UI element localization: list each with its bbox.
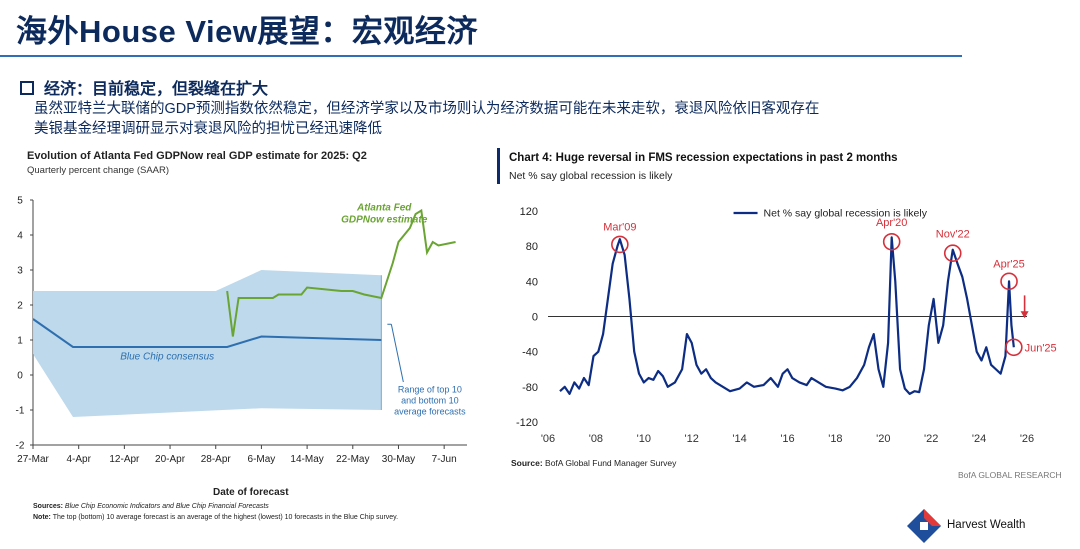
range-annotation: and bottom 10 <box>401 396 459 406</box>
x-tick-label: '08 <box>589 433 603 445</box>
gdpnow-annotation: Atlanta Fed <box>356 203 412 214</box>
left-chart-note: Note: The top (bottom) 10 average foreca… <box>33 513 463 522</box>
note-label: Note: <box>33 514 51 521</box>
harvest-wealth-logo-icon <box>907 509 941 543</box>
section-heading-text: 经济：目前稳定，但裂缝在扩大 <box>44 81 269 98</box>
trough-label-jun25: Jun'25 <box>1025 343 1057 355</box>
y-tick-label: -120 <box>516 417 538 429</box>
right-chart-source: Source: BofA Global Fund Manager Survey <box>511 458 676 468</box>
y-tick-label: 0 <box>17 371 23 382</box>
x-tick-label: 28-Apr <box>201 454 232 465</box>
x-tick-label: 30-May <box>382 454 415 465</box>
blue-chip-series-line <box>32 318 382 348</box>
y-tick-label: 40 <box>526 276 538 288</box>
y-tick-label: 3 <box>17 266 23 277</box>
y-tick-label: 1 <box>17 336 23 347</box>
peak-circle-nov22 <box>943 244 962 263</box>
right-chart-title: Chart 4: Huge reversal in FMS recession … <box>509 152 898 164</box>
source-label: Source: <box>511 458 543 468</box>
legend-label: Net % say global recession is likely <box>764 208 928 220</box>
x-tick-label: '18 <box>828 433 842 445</box>
x-tick-label: 27-Mar <box>17 454 49 465</box>
y-tick-label: -1 <box>16 406 25 417</box>
sources-label: Sources: <box>33 503 63 510</box>
x-tick-label: 20-Apr <box>155 454 186 465</box>
square-bullet-icon <box>20 81 34 95</box>
y-tick-label: 5 <box>17 196 23 207</box>
gdpnow-annotation: GDPNow estimate <box>341 215 428 226</box>
left-chart-subtitle: Quarterly percent change (SAAR) <box>27 165 170 176</box>
x-tick-label: 22-May <box>336 454 369 465</box>
x-tick-label: '26 <box>1020 433 1034 445</box>
page-title: 海外House View展望：宏观经济 <box>16 14 478 49</box>
left-chart: -2 -1 0 1 2 3 4 5 27-Mar 4-Apr 12-Apr 20-Apr 28-Apr 6… <box>16 196 467 465</box>
y-tick-label: -80 <box>522 382 538 394</box>
x-tick-label: 12-Apr <box>109 454 140 465</box>
trough-circle-jun25 <box>1005 338 1023 357</box>
body-line-2: 美银基金经理调研显示对衰退风险的担忧已经迅速降低 <box>34 121 382 137</box>
recession-series-line <box>559 236 1015 395</box>
range-pointer-line <box>390 324 404 383</box>
x-tick-label: '16 <box>780 433 794 445</box>
research-credit: BofA GLOBAL RESEARCH <box>958 470 1062 480</box>
range-annotation: average forecasts <box>394 407 466 417</box>
source-text: BofA Global Fund Manager Survey <box>545 458 677 468</box>
left-chart-xlabel: Date of forecast <box>213 487 289 498</box>
range-annotation: Range of top 10 <box>398 385 462 395</box>
peak-circle-apr25 <box>1000 272 1018 291</box>
left-chart-sources: Sources: Blue Chip Economic Indicators a… <box>33 503 269 510</box>
y-tick-label: 0 <box>532 312 538 324</box>
chart-accent-bar <box>497 148 500 184</box>
down-arrow-icon <box>1020 311 1029 319</box>
x-tick-label: '14 <box>732 433 746 445</box>
x-tick-label: 4-Apr <box>66 454 91 465</box>
blue-chip-annotation: Blue Chip consensus <box>120 351 214 362</box>
y-tick-label: 2 <box>17 301 23 312</box>
peak-label-apr20: Apr'20 <box>876 217 907 229</box>
title-rule <box>0 55 962 57</box>
y-tick-label: 80 <box>526 241 538 253</box>
note-text: The top (bottom) 10 average forecast is … <box>52 514 399 521</box>
body-line-1: 虽然亚特兰大联储的GDP预测指数依然稳定，但经济学家以及市场则认为经济数据可能在… <box>34 101 820 117</box>
x-tick-label: 7-Jun <box>432 454 457 465</box>
sources-text: Blue Chip Economic Indicators and Blue C… <box>64 503 269 510</box>
x-tick-label: '06 <box>541 433 555 445</box>
peak-label-apr25: Apr'25 <box>993 258 1024 270</box>
y-tick-label: 120 <box>520 206 538 218</box>
peak-circle-mar09 <box>611 235 629 254</box>
right-chart: 120 80 40 0 -40 -80 -120'06 '08 '10 '12 '14 '16 '18 '… <box>516 206 1057 445</box>
x-tick-label: 6-May <box>248 454 276 465</box>
x-tick-label: 14-May <box>290 454 323 465</box>
section-heading: 经济：目前稳定，但裂缝在扩大 <box>20 75 268 99</box>
x-tick-label: '10 <box>637 433 651 445</box>
right-chart-subtitle: Net % say global recession is likely <box>509 170 673 182</box>
peak-label-mar09: Mar'09 <box>603 221 636 233</box>
forecast-range-band <box>33 270 382 417</box>
x-tick-label: '12 <box>685 433 699 445</box>
left-chart-title: Evolution of Atlanta Fed GDPNow real GDP… <box>27 150 367 162</box>
brand-name: Harvest Wealth <box>947 519 1026 531</box>
peak-label-nov22: Nov'22 <box>936 228 970 240</box>
y-tick-label: -2 <box>16 441 25 452</box>
y-tick-label: -40 <box>522 347 538 359</box>
x-tick-label: '20 <box>876 433 890 445</box>
y-tick-label: 4 <box>17 231 23 242</box>
x-tick-label: '22 <box>924 433 938 445</box>
gdpnow-series-line <box>226 208 456 337</box>
peak-circle-apr20 <box>882 232 901 251</box>
x-tick-label: '24 <box>972 433 986 445</box>
